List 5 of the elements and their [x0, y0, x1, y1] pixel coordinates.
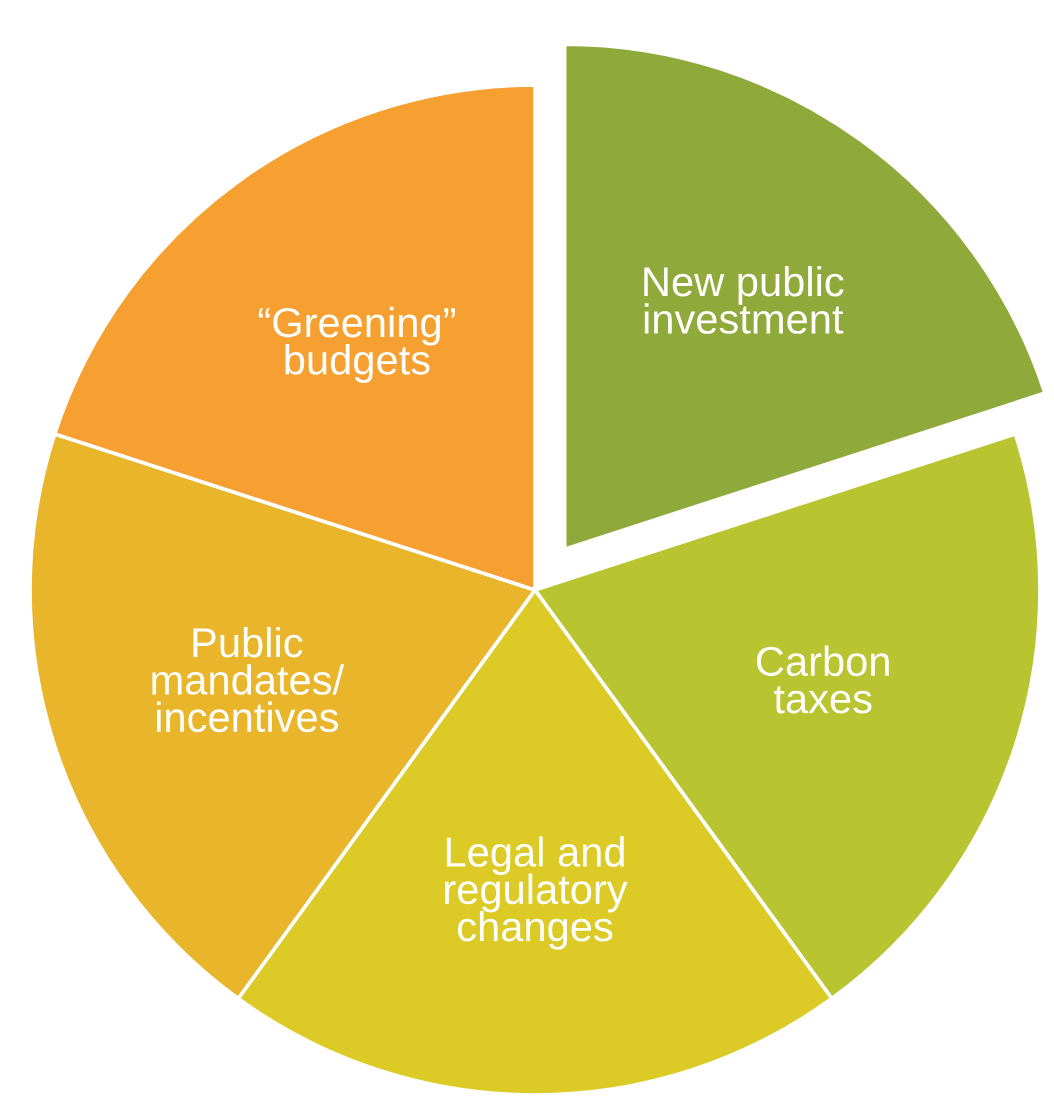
slice-label: New public investment	[644, 265, 844, 334]
slice-label: “Greening” budgets	[258, 306, 455, 383]
slice-label: Legal and regulatory changes	[445, 836, 628, 950]
slice-label: Carbon taxes	[756, 645, 889, 714]
slice-label: Public mandates/ incentives	[152, 626, 345, 733]
